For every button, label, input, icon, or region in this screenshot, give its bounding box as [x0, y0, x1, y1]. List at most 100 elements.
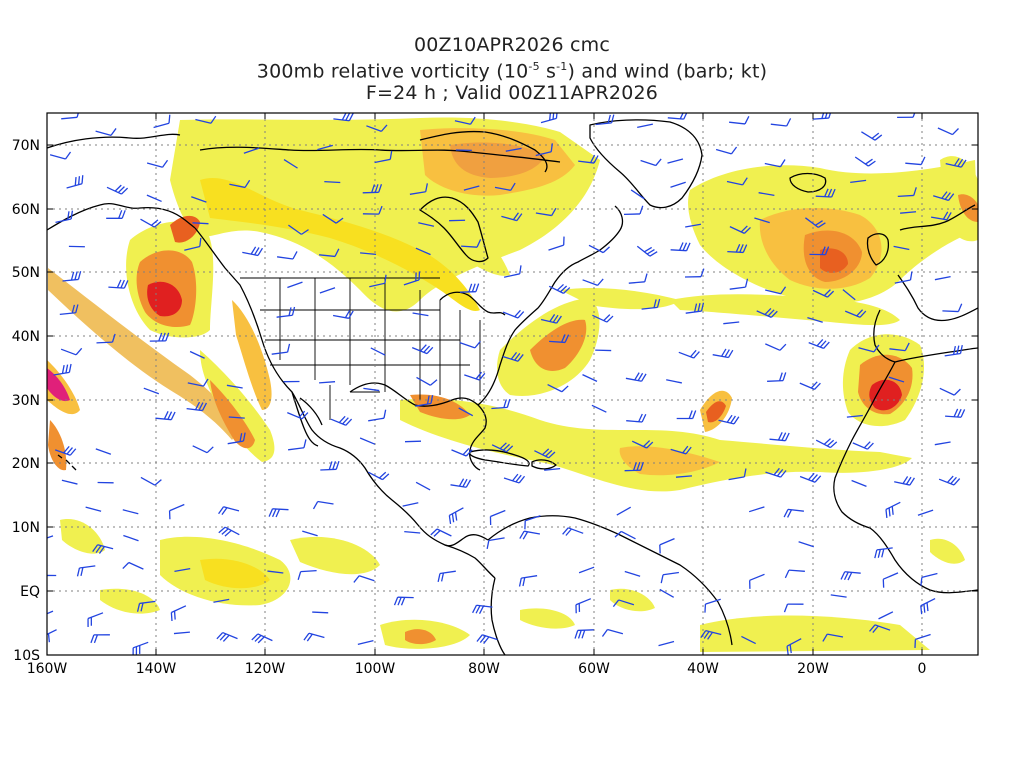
wind-barb	[676, 410, 697, 420]
wind-barb	[595, 114, 615, 126]
vorticity-gulf-mexico	[410, 394, 470, 420]
wind-barb	[228, 416, 245, 419]
wind-barb	[799, 472, 822, 483]
lon-label-100w: 100W	[355, 661, 396, 677]
wind-barb	[678, 349, 700, 359]
wind-barbs	[47, 113, 967, 655]
wind-barb	[503, 473, 526, 484]
wind-barb	[889, 342, 910, 352]
wind-barb	[59, 304, 79, 316]
wind-barb	[574, 629, 594, 639]
wind-barb	[549, 334, 570, 344]
wind-barb	[684, 268, 705, 278]
wind-barb	[900, 211, 917, 214]
wind-barb	[741, 635, 756, 645]
wind-barb	[333, 113, 354, 122]
wind-barb	[283, 159, 298, 169]
lat-label-30n: 30N	[12, 393, 40, 409]
wind-barb	[830, 594, 847, 598]
wind-barb	[362, 184, 383, 194]
wind-barb	[624, 570, 641, 577]
wind-barb	[242, 246, 264, 257]
wind-barb	[404, 530, 421, 534]
wind-barb	[95, 448, 112, 455]
wind-barb	[945, 408, 966, 418]
wind-barb	[685, 223, 702, 228]
wind-barb	[168, 503, 185, 520]
coast-alaska-north	[47, 133, 181, 149]
wind-barb	[670, 181, 686, 188]
coast-central-america	[444, 544, 496, 579]
wind-barb	[758, 192, 775, 196]
wind-barb	[47, 629, 57, 643]
wind-barb	[491, 399, 511, 410]
wind-barb	[54, 445, 77, 456]
wind-barb	[302, 530, 318, 537]
wind-barb	[458, 407, 474, 417]
wind-barb	[812, 289, 835, 298]
wind-barb	[930, 211, 952, 221]
wind-barb	[783, 508, 804, 518]
wind-barb	[544, 467, 561, 471]
wind-barb	[636, 245, 658, 257]
wind-barb	[87, 612, 104, 628]
wind-barb	[218, 506, 240, 516]
wind-barb	[809, 246, 830, 256]
wind-barb	[187, 378, 209, 387]
wind-barb	[535, 143, 553, 157]
wind-barb	[317, 144, 334, 151]
wind-barb	[461, 239, 482, 248]
wind-barb	[320, 460, 340, 471]
wind-barb	[319, 248, 340, 258]
coastlines	[47, 119, 978, 655]
coast-south-america	[487, 515, 733, 655]
wind-barb	[942, 303, 963, 313]
wind-barb	[729, 278, 749, 290]
wind-barb	[411, 344, 434, 355]
coast-arctic-islands	[419, 130, 548, 173]
vorticity-atlantic-low-inner	[820, 248, 848, 273]
wind-barb	[170, 605, 187, 622]
lat-label-40n: 40N	[12, 329, 40, 345]
wind-barb	[322, 213, 344, 224]
wind-barb	[614, 530, 636, 540]
lon-label-60w: 60W	[578, 661, 610, 677]
wind-barb	[96, 333, 116, 344]
wind-barb	[191, 196, 207, 203]
wind-barb	[808, 339, 830, 349]
vorticity-pacific-streak-core	[210, 380, 255, 449]
wind-barb	[332, 310, 354, 319]
wind-barb	[288, 224, 309, 235]
wind-barb	[851, 479, 867, 488]
wind-barb	[489, 509, 506, 526]
vorticity-tropical-patch-3	[290, 536, 380, 575]
coast-baja	[291, 391, 319, 447]
lon-label-120w: 120W	[245, 661, 286, 677]
coast-gulf-mexico	[349, 382, 487, 471]
grid-lines	[47, 113, 978, 655]
title-line-2-suffix: ) and wind (barb; kt)	[567, 60, 768, 83]
wind-barb	[667, 113, 688, 120]
wind-barb	[685, 302, 705, 314]
wind-barb	[195, 115, 217, 124]
vorticity-central-atlantic-core	[706, 401, 726, 423]
title-line-2-mid: s	[539, 60, 557, 83]
wind-barb	[366, 124, 388, 132]
title-line-1: 00Z10APR2026 cmc	[413, 34, 611, 56]
wind-barb	[850, 179, 867, 184]
wind-barb	[575, 598, 592, 614]
wind-barb	[189, 350, 205, 359]
wind-barb	[805, 217, 826, 228]
wind-barb	[404, 440, 422, 443]
wind-barb	[934, 275, 951, 281]
wind-barb	[155, 411, 176, 421]
wind-barb	[501, 212, 523, 222]
wind-barb	[628, 273, 648, 284]
wind-barb	[893, 245, 910, 251]
wind-barb	[297, 569, 317, 580]
wind-barb	[277, 251, 298, 260]
vorticity-tropical-patch-11	[930, 538, 965, 564]
vorticity-tropical-patch-10	[100, 588, 160, 614]
lon-axis-labels: 160W 140W 120W 100W 80W 60W 40W 20W 0	[27, 661, 927, 677]
